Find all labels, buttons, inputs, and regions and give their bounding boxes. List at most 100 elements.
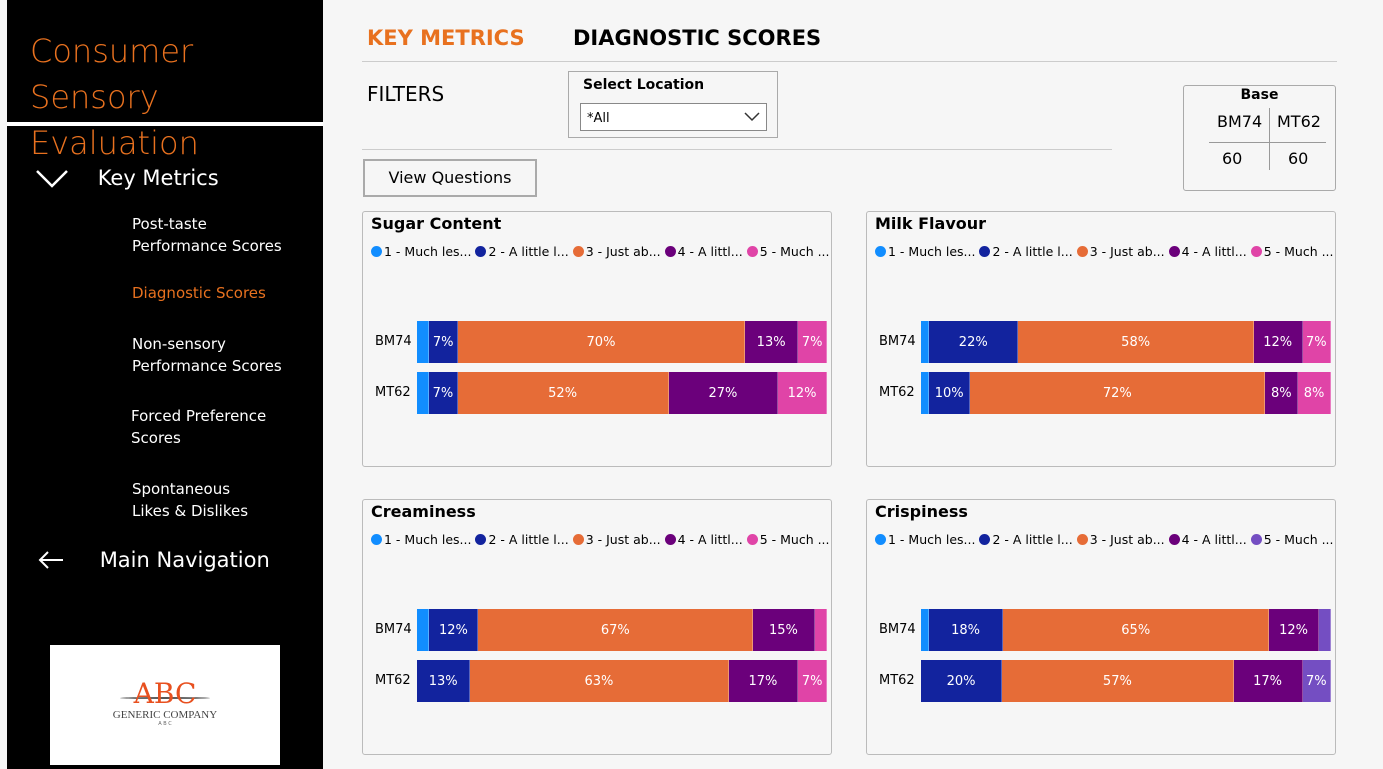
bar-row: 18% 65% 12% <box>921 609 1331 651</box>
legend-dot-icon <box>1076 246 1088 257</box>
bar-segment[interactable] <box>417 372 430 414</box>
data-label: 7% <box>432 334 454 350</box>
nav-item-diagnostic-scores[interactable]: Diagnostic Scores <box>132 284 266 302</box>
bar-segment[interactable]: 7% <box>429 321 458 363</box>
legend-dot-icon <box>572 246 584 257</box>
bar-row: 10% 72% 8% 8% <box>921 372 1331 414</box>
bar-segment[interactable]: 7% <box>798 321 827 363</box>
legend-dot-icon <box>371 246 382 257</box>
data-label: 18% <box>951 622 981 638</box>
bar-row: 20% 57% 17% 7% <box>921 660 1331 702</box>
legend-item[interactable]: 4 - A littl... <box>1168 532 1247 547</box>
chart-creaminess: Creaminess 1 - Much les... 2 - A little l.… <box>362 499 832 755</box>
bar-segment[interactable]: 72% <box>970 372 1266 414</box>
legend-dot-icon <box>1168 246 1180 257</box>
bar-segment[interactable]: 12% <box>778 372 827 414</box>
bar-segment[interactable]: 57% <box>1002 660 1234 702</box>
bar-segment[interactable]: 8% <box>1298 372 1331 414</box>
legend-item[interactable]: 5 - Much ... <box>1250 244 1334 259</box>
bar-segment[interactable] <box>1318 609 1331 651</box>
category-label: BM74 <box>375 334 412 349</box>
bar-segment[interactable]: 70% <box>457 321 745 363</box>
bar-segment[interactable] <box>921 372 930 414</box>
legend-item[interactable]: 1 - Much les... <box>875 244 975 259</box>
bar-segment[interactable]: 13% <box>417 660 471 702</box>
data-label: 13% <box>756 334 786 350</box>
legend-item[interactable]: 1 - Much les... <box>371 532 471 547</box>
bar-segment[interactable]: 27% <box>668 372 779 414</box>
main-navigation-button[interactable]: Main Navigation <box>37 548 270 572</box>
bar-segment[interactable]: 17% <box>728 660 799 702</box>
legend-item[interactable]: 5 - Much ... <box>746 244 830 259</box>
data-label: 7% <box>801 673 823 689</box>
data-label: 52% <box>548 385 578 401</box>
bar-segment[interactable]: 7% <box>1302 660 1331 702</box>
legend-item[interactable]: 5 - Much ... <box>1250 532 1334 547</box>
legend-item[interactable]: 1 - Much les... <box>371 244 471 259</box>
bar-segment[interactable]: 12% <box>1269 609 1319 651</box>
bar-segment[interactable]: 20% <box>921 660 1003 702</box>
bar-segment[interactable] <box>814 609 827 651</box>
bar-segment[interactable]: 7% <box>1302 321 1331 363</box>
bar-segment[interactable]: 8% <box>1265 372 1299 414</box>
data-label: 10% <box>934 385 964 401</box>
arrow-left-icon <box>38 551 63 569</box>
tab-diagnostic-scores[interactable]: DIAGNOSTIC SCORES <box>573 26 822 50</box>
legend-dot-icon <box>746 534 758 545</box>
bar-segment[interactable]: 12% <box>1253 321 1303 363</box>
bar-segment[interactable]: 10% <box>929 372 971 414</box>
tab-key-metrics[interactable]: KEY METRICS <box>367 26 525 50</box>
bar-segment[interactable]: 7% <box>429 372 458 414</box>
data-label: 7% <box>801 334 823 350</box>
category-label: BM74 <box>879 622 916 637</box>
bar-segment[interactable]: 15% <box>753 609 815 651</box>
bar-segment[interactable] <box>417 321 430 363</box>
bar-segment[interactable]: 67% <box>478 609 754 651</box>
legend-item[interactable]: 4 - A littl... <box>1168 244 1247 259</box>
data-label: 58% <box>1121 334 1151 350</box>
bar-segment[interactable]: 58% <box>1018 321 1254 363</box>
bar-segment[interactable]: 12% <box>429 609 479 651</box>
bar-segment[interactable]: 13% <box>744 321 799 363</box>
nav-item-non-sensory[interactable]: Non-sensory Performance Scores <box>132 335 282 375</box>
chart-legend: 1 - Much les... 2 - A little l... 3 - Just… <box>371 532 830 547</box>
data-label: 7% <box>1305 334 1327 350</box>
divider <box>362 61 1337 62</box>
legend-item[interactable]: 3 - Just ab... <box>1076 244 1165 259</box>
view-questions-button[interactable]: View Questions <box>363 159 537 197</box>
legend-item[interactable]: 3 - Just ab... <box>572 244 661 259</box>
bar-segment[interactable]: 22% <box>929 321 1019 363</box>
nav-item-spontaneous[interactable]: Spontaneous Likes & Dislikes <box>132 480 249 520</box>
legend-item[interactable]: 2 - A little l... <box>979 532 1073 547</box>
chart-title: Sugar Content <box>371 214 502 233</box>
legend-item[interactable]: 2 - A little l... <box>475 244 569 259</box>
legend-item[interactable]: 4 - A littl... <box>664 532 743 547</box>
location-dropdown[interactable]: *All <box>580 103 767 131</box>
bar-row: 12% 67% 15% <box>417 609 827 651</box>
bar-segment[interactable]: 65% <box>1002 609 1270 651</box>
legend-dot-icon <box>875 534 886 545</box>
nav-item-forced-preference[interactable]: Forced Preference Scores <box>131 407 267 447</box>
legend-item[interactable]: 2 - A little l... <box>475 532 569 547</box>
bar-segment[interactable]: 52% <box>457 372 669 414</box>
nav-item-post-taste[interactable]: Post-taste Performance Scores <box>132 215 282 255</box>
bar-segment[interactable]: 63% <box>470 660 729 702</box>
bar-segment[interactable]: 7% <box>798 660 827 702</box>
data-label: 7% <box>432 385 454 401</box>
legend-item[interactable]: 1 - Much les... <box>875 532 975 547</box>
legend-item[interactable]: 3 - Just ab... <box>572 532 661 547</box>
nav-section-key-metrics[interactable]: Key Metrics <box>35 166 219 190</box>
legend-item[interactable]: 4 - A littl... <box>664 244 743 259</box>
bar-segment[interactable]: 17% <box>1233 660 1303 702</box>
data-label: 17% <box>748 673 778 689</box>
bar-segment[interactable] <box>921 609 930 651</box>
legend-item[interactable]: 5 - Much ... <box>746 532 830 547</box>
bar-segment[interactable] <box>921 321 930 363</box>
bar-segment[interactable] <box>417 609 430 651</box>
legend-item[interactable]: 3 - Just ab... <box>1076 532 1165 547</box>
bar-segment[interactable]: 18% <box>929 609 1003 651</box>
legend-item[interactable]: 2 - A little l... <box>979 244 1073 259</box>
data-label: 22% <box>958 334 988 350</box>
data-label: 72% <box>1102 385 1132 401</box>
data-label: 12% <box>1279 622 1309 638</box>
